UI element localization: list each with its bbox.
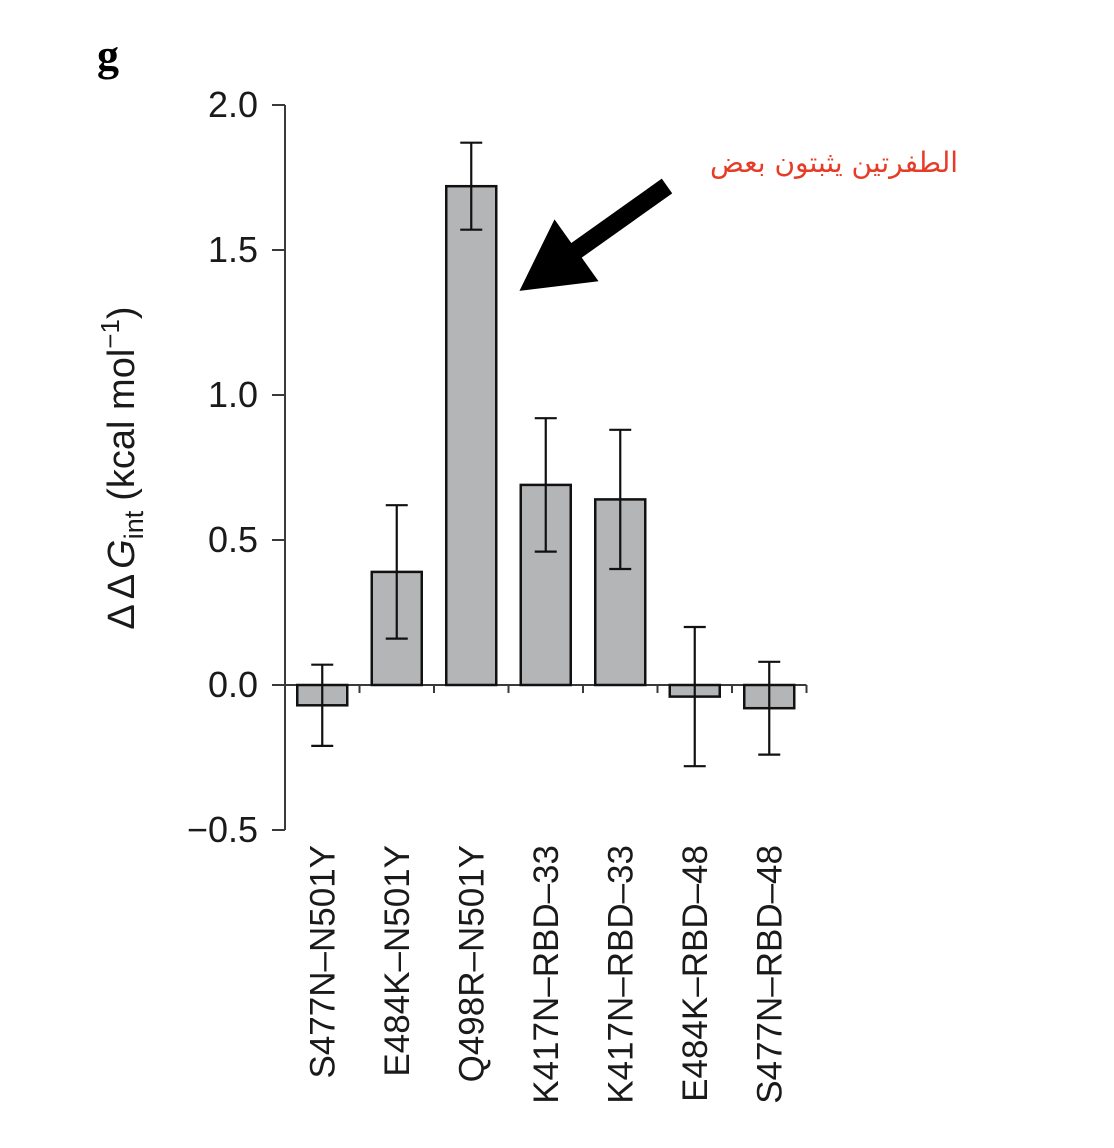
error-bars (311, 141, 781, 768)
y-ticks: −0.5 0.0 0.5 1.0 1.5 2.0 (187, 84, 285, 850)
y-tick-label-5: 1.5 (208, 229, 258, 270)
y-tick-label-1: −0.5 (187, 809, 258, 850)
y-axis-label-superscript: −1 (95, 319, 125, 349)
x-tick-label-6: E484K–RBD–48 (676, 845, 715, 1102)
y-tick-label-6: 2.0 (208, 84, 258, 125)
annotation-arrow (519, 178, 673, 291)
error-bar-3 (460, 141, 483, 231)
error-bar-2 (385, 504, 408, 640)
x-tick-labels: S477N–N501Y E484K–N501Y Q498R–N501Y K417N–R… (303, 845, 789, 1104)
annotation-text: الطفرتين يثبتون بعض (710, 146, 958, 179)
y-tick-label-2: 0.0 (208, 664, 258, 705)
y-tick-label-4: 1.0 (208, 374, 258, 415)
y-axis-label-symbol: G (101, 539, 143, 569)
x-tick-label-7: S477N–RBD–48 (750, 845, 789, 1104)
y-axis-label-subscript: int (119, 510, 149, 539)
error-bar-7 (758, 660, 781, 756)
x-tick-label-1: S477N–N501Y (303, 845, 342, 1079)
panel-label: g (97, 31, 119, 80)
x-tick-label-5: K417N–RBD–33 (601, 845, 640, 1104)
x-tick-label-2: E484K–N501Y (378, 845, 417, 1077)
x-tick-label-3: Q498R–N501Y (452, 845, 491, 1082)
error-bar-6 (683, 625, 706, 768)
error-bar-4 (534, 417, 557, 553)
x-tick-label-4: K417N–RBD–33 (527, 845, 566, 1104)
y-axis-label-close: ) (101, 306, 143, 319)
y-axis-label-delta: ΔΔ (101, 569, 143, 630)
y-axis-label: ΔΔGint (kcal mol−1) (95, 306, 149, 629)
y-tick-label-3: 0.5 (208, 519, 258, 560)
error-bar-1 (311, 663, 334, 748)
error-bar-5 (609, 428, 632, 571)
bar-3 (445, 184, 498, 687)
y-axis-label-unit: (kcal mol (101, 349, 143, 501)
